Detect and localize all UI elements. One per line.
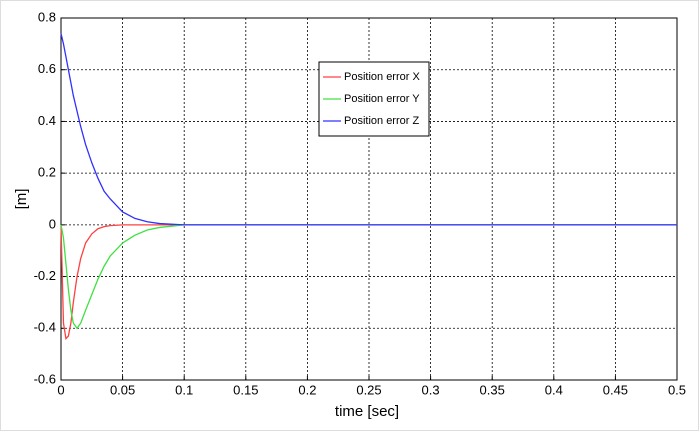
x-tick-label: 0.45 (603, 382, 628, 397)
legend-label: Position error Y (344, 93, 420, 105)
y-tick-label: 0.6 (38, 61, 56, 76)
y-tick-label: 0.8 (38, 9, 56, 24)
x-tick-label: 0.1 (175, 382, 193, 397)
x-tick-label: 0.15 (233, 382, 258, 397)
y-tick-label: 0.2 (38, 165, 56, 180)
y-tick-label: 0 (49, 216, 56, 231)
x-tick-label: 0.05 (110, 382, 135, 397)
x-tick-label: 0.5 (668, 382, 686, 397)
legend-label: Position error X (344, 71, 420, 83)
y-tick-label: -0.4 (34, 320, 56, 335)
x-tick-label: 0.35 (480, 382, 505, 397)
y-tick-label: 0.4 (38, 113, 56, 128)
x-tick-label: 0.3 (422, 382, 440, 397)
y-tick-label: -0.6 (34, 371, 56, 386)
x-tick-label: 0.2 (298, 382, 316, 397)
axes-box (60, 17, 678, 381)
x-axis-label: time [sec] (335, 403, 399, 420)
x-tick-label: 0.4 (545, 382, 563, 397)
x-tick-label: 0 (57, 382, 64, 397)
y-tick-label: -0.2 (34, 268, 56, 283)
legend-label: Position error Z (344, 115, 419, 127)
series-line (60, 33, 677, 226)
x-tick-label: 0.25 (356, 382, 381, 397)
y-axis-label: [m] (13, 189, 30, 210)
